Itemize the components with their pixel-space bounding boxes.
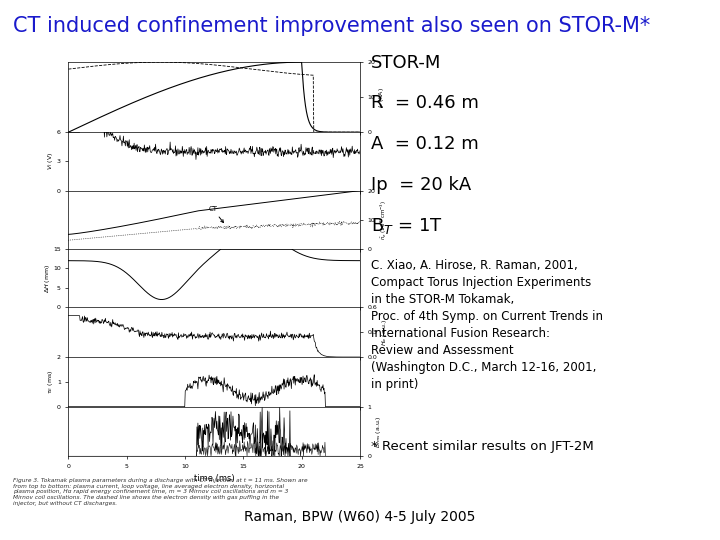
Y-axis label: $I_p$ (kA): $I_p$ (kA) bbox=[378, 87, 389, 107]
Y-axis label: $\tau_E$ (ms): $\tau_E$ (ms) bbox=[46, 370, 55, 394]
Text: A  = 0.12 m: A = 0.12 m bbox=[371, 135, 479, 153]
Text: C. Xiao, A. Hirose, R. Raman, 2001,
Compact Torus Injection Experiments
in the S: C. Xiao, A. Hirose, R. Raman, 2001, Comp… bbox=[371, 259, 603, 391]
Text: R  = 0.46 m: R = 0.46 m bbox=[371, 94, 479, 112]
Y-axis label: $H_\alpha$ (a.u.): $H_\alpha$ (a.u.) bbox=[380, 318, 390, 346]
Y-axis label: $V_l$ (V): $V_l$ (V) bbox=[46, 152, 55, 171]
Text: Ip  = 20 kA: Ip = 20 kA bbox=[371, 176, 471, 193]
Text: B$_T$ = 1T: B$_T$ = 1T bbox=[371, 216, 443, 236]
Text: STOR-M: STOR-M bbox=[371, 54, 441, 72]
Text: * Recent similar results on JFT-2M: * Recent similar results on JFT-2M bbox=[371, 440, 593, 453]
Y-axis label: $\bar{n}_e$ ($10^{12}$cm$^{-3}$): $\bar{n}_e$ ($10^{12}$cm$^{-3}$) bbox=[378, 200, 389, 240]
Text: Raman, BPW (W60) 4-5 July 2005: Raman, BPW (W60) 4-5 July 2005 bbox=[244, 510, 476, 524]
Y-axis label: $\Delta H$ (mm): $\Delta H$ (mm) bbox=[42, 264, 52, 293]
Text: Figure 3. Tokamak plasma parameters during a discharge with CT injection at t = : Figure 3. Tokamak plasma parameters duri… bbox=[13, 478, 307, 506]
X-axis label: time (ms): time (ms) bbox=[194, 475, 235, 483]
Text: CT: CT bbox=[208, 206, 223, 222]
Y-axis label: $B_{rms}$ (a.u.): $B_{rms}$ (a.u.) bbox=[374, 415, 383, 448]
Text: CT induced confinement improvement also seen on STOR-M*: CT induced confinement improvement also … bbox=[13, 16, 650, 36]
